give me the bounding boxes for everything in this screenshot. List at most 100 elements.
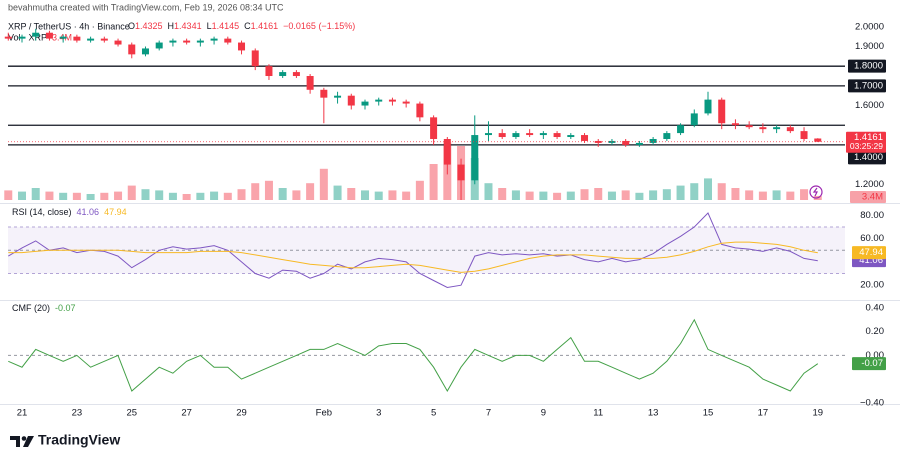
- level-tag-bg: [848, 59, 886, 73]
- value-tag: -0.07: [861, 358, 883, 369]
- candle-body: [224, 38, 232, 43]
- y-tick-label: 0.40: [866, 302, 885, 313]
- volume-bar: [251, 183, 260, 200]
- level-tag: 1.8000: [854, 61, 883, 72]
- ohlc-value: 1.4341: [174, 21, 202, 31]
- candle-body: [731, 123, 739, 126]
- candle-body: [45, 32, 53, 39]
- volume-bar: [745, 190, 754, 200]
- level-tag: 1.4000: [854, 152, 883, 163]
- value-tag: 41.06: [859, 255, 883, 266]
- volume-bar: [237, 189, 246, 200]
- candle-body: [87, 38, 95, 41]
- candle-body: [677, 125, 685, 134]
- symbol-title: XRP / TetherUS · 4h · Binance: [8, 21, 130, 31]
- candle-body: [292, 72, 300, 77]
- candle-body: [128, 44, 136, 55]
- volume-bar: [127, 185, 136, 200]
- candle-body: [581, 135, 589, 141]
- candle-body: [526, 133, 534, 136]
- volume-bar: [210, 191, 219, 200]
- attribution: bevahmutha created with TradingView.com,…: [8, 2, 284, 12]
- indicator-line: [8, 212, 818, 289]
- value-tag-bg: [852, 246, 886, 260]
- x-tick-label: 15: [703, 408, 714, 419]
- candle-body: [334, 95, 342, 98]
- volume-bar: [264, 180, 273, 200]
- x-tick-label: Feb: [316, 408, 332, 419]
- volume-bar: [141, 189, 150, 200]
- candle-body: [759, 127, 767, 130]
- volume-bar: [86, 194, 95, 200]
- candle-body: [498, 133, 506, 138]
- candle-body: [375, 99, 383, 102]
- value-tag: 47.94: [859, 247, 883, 258]
- candle-body: [196, 40, 204, 43]
- candle-body: [745, 125, 753, 128]
- volume-bar: [511, 190, 520, 200]
- volume-bar: [635, 192, 644, 200]
- indicator-title: RSI (14, close): [12, 207, 72, 217]
- candle-body: [361, 101, 369, 106]
- candle-body: [773, 127, 781, 130]
- ohlc-value: 1.4325: [135, 21, 163, 31]
- volume-bar: [347, 188, 356, 200]
- volume-bar: [704, 178, 712, 200]
- indicator-title: CMF (20): [12, 303, 50, 313]
- candle-body: [635, 142, 643, 145]
- volume-bar: [484, 183, 493, 200]
- volume-bar: [333, 185, 342, 200]
- level-tag-bg: [848, 79, 886, 93]
- x-tick-label: 7: [486, 408, 491, 419]
- level-tag: 1.7000: [854, 80, 883, 91]
- volume-bar: [429, 164, 438, 200]
- x-tick-label: 3: [376, 408, 381, 419]
- candle-body: [814, 138, 822, 142]
- candle-body: [430, 117, 438, 139]
- candle-body: [73, 36, 81, 41]
- volume-bar: [607, 191, 616, 200]
- candle-body: [169, 40, 177, 43]
- candle-body: [155, 42, 163, 49]
- alert-icon: [812, 187, 818, 197]
- candle-body: [484, 133, 492, 136]
- volume-bar: [374, 191, 383, 200]
- volume-bar: [649, 190, 658, 200]
- legend-value: 47.94: [104, 207, 127, 217]
- candle-body: [279, 72, 287, 77]
- volume-bar: [758, 191, 767, 200]
- change: −0.0165 (−1.15%): [283, 21, 355, 31]
- last-price-bg: [846, 131, 886, 153]
- volume-bar: [223, 192, 232, 200]
- volume-bar: [402, 191, 411, 200]
- x-tick-label: 5: [431, 408, 436, 419]
- volume-bar: [621, 190, 630, 200]
- volume-bar: [114, 191, 123, 200]
- volume-bar: [525, 191, 534, 200]
- volume-bar: [772, 190, 781, 200]
- volume-bar: [676, 185, 685, 200]
- y-tick-label: 1.2000: [855, 179, 884, 190]
- alert-icon: [809, 185, 823, 199]
- volume-bar: [553, 192, 562, 200]
- x-tick-label: 23: [72, 408, 83, 419]
- candle-body: [141, 48, 149, 55]
- x-tick-label: 25: [126, 408, 137, 419]
- volume-bar: [155, 190, 164, 200]
- volume-bar: [662, 189, 671, 200]
- volume-tag: 3.4M: [862, 192, 883, 203]
- legend-value: -0.07: [55, 303, 76, 313]
- candle-body: [100, 38, 108, 41]
- x-tick-label: 17: [758, 408, 769, 419]
- volume-bar: [31, 188, 40, 200]
- candle-body: [704, 99, 712, 114]
- y-tick-label: 80.00: [860, 210, 884, 221]
- y-tick-label: 1.9000: [855, 41, 884, 52]
- ohlc-value: 1.4161: [251, 21, 279, 31]
- volume-bar: [182, 194, 191, 200]
- candle-body: [718, 99, 726, 124]
- volume-bar: [45, 191, 54, 200]
- candle-body: [786, 127, 794, 132]
- logo: [10, 436, 34, 447]
